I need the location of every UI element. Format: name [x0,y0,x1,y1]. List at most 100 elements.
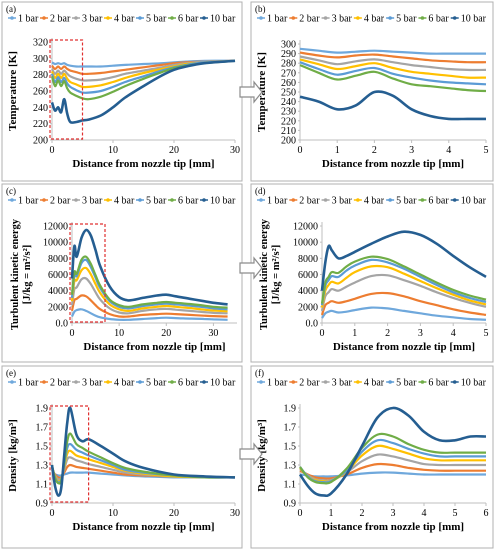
legend-entry: 10 bar [461,14,487,25]
series-line [50,406,236,497]
y-tick-label: 2000 [298,302,318,313]
series-line [299,47,486,55]
legend-marker [259,198,263,202]
series-line [70,258,228,311]
series-group [70,228,228,321]
y-tick-label: 1.7 [284,423,297,434]
legend-marker [74,380,78,384]
y-tick-label: 1.1 [36,480,49,491]
panel-label: (b) [255,4,266,14]
y-axis-title: Turbulent kinetic energy[J/kg = m²/s²] [259,218,282,330]
y-axis-title-line: Turbulent kinetic energy [259,218,270,330]
series-line [299,432,486,485]
series-line [70,294,228,318]
zoom-highlight-box [49,405,90,503]
legend-entry: 10 bar [210,196,236,207]
legend-marker [10,198,14,202]
zoom-highlight-box [49,39,84,140]
y-tick-label: 0.9 [36,499,49,510]
chart-panel-4: (d)1 bar 2 bar 3 bar 4 bar 5 bar 6 bar 10 bar 0… [250,183,494,363]
legend-entry: 3 bar [332,196,353,207]
series-line [298,406,487,498]
series-line [299,462,487,480]
x-tick-label: 3 [409,145,414,156]
legend-entry: 2 bar [50,196,71,207]
panel-frame [1,365,243,549]
y-tick-label: 0.9 [284,499,297,510]
legend-entry: 6 bar [428,196,449,207]
series-line [299,471,486,478]
legend-marker [202,380,206,384]
legend: 1 bar 2 bar 3 bar 4 bar 5 bar 6 bar 10 bar [257,196,487,207]
panel-label: (a) [6,4,16,14]
legend-marker [138,16,142,20]
x-tick-label: 0 [298,145,303,156]
y-tick-label: 280 [281,59,296,70]
legend-marker [259,380,263,384]
x-tick-label: 10 [108,508,118,519]
y-axis-title: Density [kg/m³] [256,419,268,492]
legend-marker [170,16,174,20]
y-tick-label: 230 [281,107,296,118]
y-tick-label: 10000 [43,238,68,249]
y-tick-label: 1.9 [36,404,49,415]
y-tick-label: 1.7 [36,423,49,434]
panel-frame [250,1,494,182]
legend-entry: 10 bar [461,196,487,207]
x-tick-label: 3 [418,328,423,339]
y-tick-label: 220 [281,116,296,127]
legend-entry: 3 bar [332,378,353,389]
y-axis-title: Turbulent kinetic energy[J/kg = m²/s²] [10,218,33,330]
legend-marker [106,380,110,384]
legend-entry: 4 bar [364,378,385,389]
series-line [320,255,487,304]
chart-panel-1: (a)1 bar 2 bar 3 bar 4 bar 5 bar 6 bar 10 bar 2… [1,1,243,182]
legend-entry: 6 bar [178,378,199,389]
panel-label: (f) [255,368,264,378]
series-line [299,90,486,121]
x-tick-label: 1 [335,145,340,156]
series-line [320,273,487,312]
series-line [321,306,487,321]
series-line [320,264,487,308]
chart-panel-6: (f)1 bar 2 bar 3 bar 4 bar 5 bar 6 bar 10 bar 0… [250,365,494,549]
series-group [50,406,236,497]
series-line [70,228,228,306]
legend-entry: 6 bar [428,378,449,389]
legend-entry: 4 bar [114,378,135,389]
legend-marker [42,198,46,202]
y-tick-label: 300 [281,40,296,51]
y-tick-label: 10000 [293,238,318,249]
x-tick-label: 20 [169,508,179,519]
y-tick-label: 260 [281,78,296,89]
legend-marker [420,16,425,20]
legend-marker [356,380,360,384]
legend-marker [452,198,457,202]
zoom-arrow-icon [239,442,263,466]
series-line [299,51,487,64]
legend-entry: 1 bar [267,378,288,389]
legend-marker [388,198,392,202]
x-tick-label: 5 [484,328,489,339]
y-tick-label: 1.3 [36,461,49,472]
legend-entry: 10 bar [210,14,236,25]
legend-marker [291,16,296,20]
legend-marker [202,198,206,202]
legend-marker [323,198,328,202]
legend-marker [356,198,360,202]
legend-marker [452,16,457,20]
series-line [299,64,487,93]
series-group [50,59,236,124]
y-tick-label: 4000 [298,286,318,297]
legend-entry: 5 bar [146,378,167,389]
legend-marker [10,380,14,384]
legend-marker [291,198,296,202]
legend-marker [356,16,360,20]
legend-entry: 4 bar [114,14,135,25]
y-tick-label: 1.3 [284,461,297,472]
y-axis-title: Temperature [K] [7,51,19,131]
panel-frame [1,1,243,182]
legend-entry: 2 bar [299,14,320,25]
legend-entry: 6 bar [178,196,199,207]
legend-marker [259,16,263,20]
